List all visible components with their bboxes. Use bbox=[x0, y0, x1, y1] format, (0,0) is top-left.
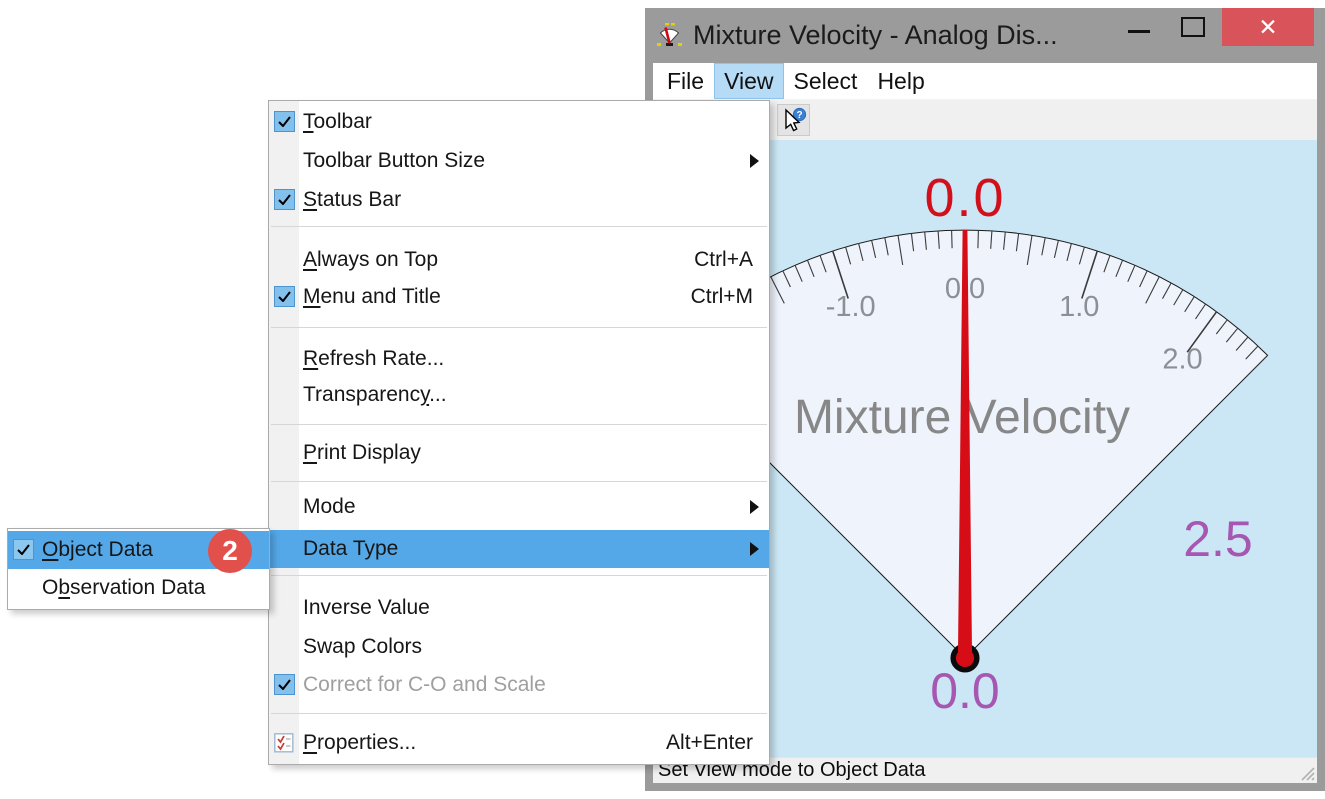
properties-icon bbox=[274, 733, 294, 759]
menu-item-label: Properties... bbox=[303, 731, 417, 754]
check-icon bbox=[278, 291, 291, 302]
menu-item-label: Refresh Rate... bbox=[303, 347, 445, 370]
checkbox-icon bbox=[274, 674, 295, 695]
maximize-icon bbox=[1181, 17, 1205, 37]
resize-grip-icon[interactable] bbox=[1299, 765, 1315, 781]
menu-item-mode[interactable]: Mode bbox=[269, 488, 769, 526]
menu-item-label: Swap Colors bbox=[303, 635, 423, 658]
gauge-scale-label: 1.0 bbox=[1059, 291, 1099, 323]
menu-item-label: Always on Top bbox=[303, 248, 439, 271]
submenu-item-observation-data[interactable]: Observation Data bbox=[8, 569, 269, 607]
menu-item-correct-for-c-o-and-scale[interactable]: Correct for C-O and Scale bbox=[269, 666, 769, 704]
check-icon bbox=[17, 544, 30, 555]
close-button[interactable]: ✕ bbox=[1222, 8, 1314, 46]
menu-item-print-display[interactable]: Print Display bbox=[269, 434, 769, 472]
menu-item-label: Print Display bbox=[303, 441, 421, 464]
checkbox-icon bbox=[274, 189, 295, 210]
menu-item-toolbar-button-size[interactable]: Toolbar Button Size bbox=[269, 142, 769, 180]
minimize-icon bbox=[1128, 29, 1150, 33]
gauge-scale-label: -1.0 bbox=[826, 291, 876, 323]
menu-bar: File View Select Help bbox=[653, 63, 1317, 100]
help-cursor-icon: ? bbox=[785, 107, 807, 132]
menu-item-menu-and-title[interactable]: Menu and Title Ctrl+M bbox=[269, 278, 769, 316]
menu-item-label: Correct for C-O and Scale bbox=[303, 673, 546, 696]
menu-item-inverse-value[interactable]: Inverse Value bbox=[269, 589, 769, 627]
menu-item-label: Data Type bbox=[303, 537, 399, 560]
analog-gauge-icon bbox=[657, 23, 682, 46]
submenu-arrow-icon bbox=[750, 154, 759, 168]
minimize-button[interactable] bbox=[1113, 8, 1165, 46]
menu-separator bbox=[271, 226, 767, 227]
submenu-item-label: Observation Data bbox=[42, 576, 206, 599]
menu-item-label: Mode bbox=[303, 495, 356, 518]
checkbox-icon bbox=[13, 539, 34, 560]
view-menu: Toolbar Toolbar Button Size Status Bar Alwa… bbox=[268, 100, 770, 765]
submenu-arrow-icon bbox=[750, 500, 759, 514]
checkbox-icon bbox=[274, 111, 295, 132]
menu-item-properties[interactable]: Properties... Alt+Enter bbox=[269, 724, 769, 762]
gauge-scale-labels: -1.00.01.02.0 bbox=[826, 273, 1203, 376]
context-help-button[interactable]: ? bbox=[777, 104, 810, 136]
menu-item-label: Menu and Title bbox=[303, 285, 441, 308]
menu-item-transparency[interactable]: Transparency... bbox=[269, 376, 769, 414]
submenu-arrow-icon bbox=[750, 542, 759, 556]
menu-item-label: Toolbar bbox=[303, 110, 372, 133]
menubar-item-help[interactable]: Help bbox=[877, 67, 925, 94]
svg-text:?: ? bbox=[796, 110, 802, 121]
menubar-item-view[interactable]: View bbox=[714, 63, 784, 99]
step-badge: 2 bbox=[208, 529, 252, 573]
submenu-item-label: Object Data bbox=[42, 538, 153, 561]
menu-separator bbox=[271, 327, 767, 328]
menu-item-data-type[interactable]: Data Type bbox=[269, 530, 769, 568]
menu-shortcut: Ctrl+A bbox=[694, 248, 753, 271]
menu-item-always-on-top[interactable]: Always on Top Ctrl+A bbox=[269, 241, 769, 279]
menu-item-refresh-rate[interactable]: Refresh Rate... bbox=[269, 340, 769, 378]
menubar-item-file[interactable]: File bbox=[667, 67, 705, 94]
menu-item-toolbar[interactable]: Toolbar bbox=[269, 103, 769, 141]
gauge-current-value: 0.0 bbox=[924, 168, 1005, 228]
menu-separator bbox=[271, 713, 767, 714]
window-title: Mixture Velocity - Analog Dis... bbox=[693, 20, 1058, 50]
menu-item-label: Toolbar Button Size bbox=[303, 149, 486, 172]
check-icon bbox=[278, 116, 291, 127]
menu-item-label: Transparency... bbox=[303, 383, 447, 406]
gauge-needle bbox=[958, 230, 972, 652]
menu-separator bbox=[271, 575, 767, 576]
gauge-max-label: 2.5 bbox=[1183, 511, 1253, 567]
check-icon bbox=[278, 679, 291, 690]
menu-separator bbox=[271, 424, 767, 425]
menu-item-label: Inverse Value bbox=[303, 596, 430, 619]
menu-shortcut: Ctrl+M bbox=[690, 285, 753, 308]
checkbox-icon bbox=[274, 286, 295, 307]
menu-item-label: Status Bar bbox=[303, 188, 402, 211]
maximize-button[interactable] bbox=[1167, 8, 1219, 46]
title-bar[interactable]: Mixture Velocity - Analog Dis... bbox=[645, 8, 1325, 63]
menu-shortcut: Alt+Enter bbox=[666, 731, 753, 754]
gauge-scale-label: 2.0 bbox=[1162, 344, 1202, 376]
menubar-item-select[interactable]: Select bbox=[793, 67, 858, 94]
menu-item-status-bar[interactable]: Status Bar bbox=[269, 181, 769, 219]
menu-separator bbox=[271, 481, 767, 482]
check-icon bbox=[278, 194, 291, 205]
menu-item-swap-colors[interactable]: Swap Colors bbox=[269, 628, 769, 666]
data-type-submenu: Object Data 2 Observation Data bbox=[7, 528, 270, 610]
